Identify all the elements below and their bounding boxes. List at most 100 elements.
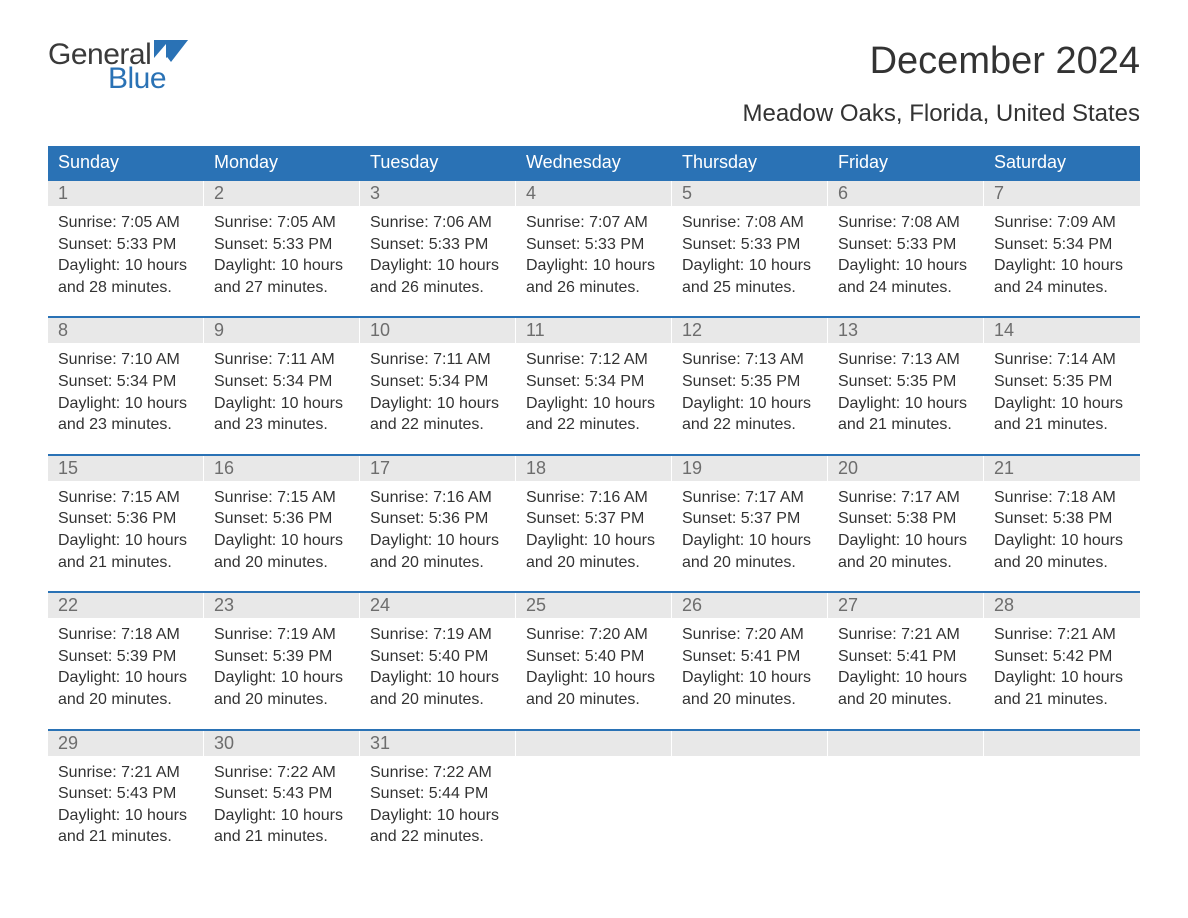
daylight-line-1: Daylight: 10 hours [58,530,194,552]
day-body: Sunrise: 7:15 AMSunset: 5:36 PMDaylight:… [204,481,360,577]
day-body: Sunrise: 7:05 AMSunset: 5:33 PMDaylight:… [204,206,360,302]
calendar-week: 22Sunrise: 7:18 AMSunset: 5:39 PMDayligh… [48,591,1140,714]
daylight-line-1: Daylight: 10 hours [838,255,974,277]
calendar-day-cell [516,731,672,852]
sunrise-line: Sunrise: 7:20 AM [526,624,662,646]
day-number: 15 [48,456,204,481]
daylight-line-2: and 20 minutes. [526,689,662,711]
day-number: 11 [516,318,672,343]
calendar-day-cell: 7Sunrise: 7:09 AMSunset: 5:34 PMDaylight… [984,181,1140,302]
daylight-line-1: Daylight: 10 hours [526,530,662,552]
day-number: 7 [984,181,1140,206]
day-body: Sunrise: 7:13 AMSunset: 5:35 PMDaylight:… [672,343,828,439]
sunrise-line: Sunrise: 7:19 AM [214,624,350,646]
day-body: Sunrise: 7:22 AMSunset: 5:43 PMDaylight:… [204,756,360,852]
sunset-line: Sunset: 5:34 PM [370,371,506,393]
sunset-line: Sunset: 5:42 PM [994,646,1130,668]
daylight-line-2: and 26 minutes. [526,277,662,299]
calendar-day-cell: 19Sunrise: 7:17 AMSunset: 5:37 PMDayligh… [672,456,828,577]
day-number: 19 [672,456,828,481]
daylight-line-2: and 26 minutes. [370,277,506,299]
sunrise-line: Sunrise: 7:08 AM [838,212,974,234]
calendar-day-cell: 31Sunrise: 7:22 AMSunset: 5:44 PMDayligh… [360,731,516,852]
calendar-day-cell: 13Sunrise: 7:13 AMSunset: 5:35 PMDayligh… [828,318,984,439]
daylight-line-2: and 20 minutes. [214,689,350,711]
calendar-day-cell [672,731,828,852]
sunrise-line: Sunrise: 7:10 AM [58,349,194,371]
day-body: Sunrise: 7:21 AMSunset: 5:43 PMDaylight:… [48,756,204,852]
calendar-day-cell: 26Sunrise: 7:20 AMSunset: 5:41 PMDayligh… [672,593,828,714]
daylight-line-2: and 23 minutes. [214,414,350,436]
day-body: Sunrise: 7:20 AMSunset: 5:40 PMDaylight:… [516,618,672,714]
sunset-line: Sunset: 5:35 PM [994,371,1130,393]
day-body: Sunrise: 7:19 AMSunset: 5:40 PMDaylight:… [360,618,516,714]
sunset-line: Sunset: 5:43 PM [58,783,194,805]
sunset-line: Sunset: 5:35 PM [838,371,974,393]
sunset-line: Sunset: 5:36 PM [214,508,350,530]
sunset-line: Sunset: 5:38 PM [838,508,974,530]
daylight-line-2: and 20 minutes. [838,689,974,711]
daylight-line-1: Daylight: 10 hours [838,667,974,689]
sunrise-line: Sunrise: 7:18 AM [58,624,194,646]
calendar-header-cell: Thursday [672,146,828,179]
sunset-line: Sunset: 5:44 PM [370,783,506,805]
logo-blue-text: Blue [108,64,188,94]
sunrise-line: Sunrise: 7:07 AM [526,212,662,234]
daylight-line-1: Daylight: 10 hours [58,805,194,827]
sunset-line: Sunset: 5:38 PM [994,508,1130,530]
sunset-line: Sunset: 5:41 PM [682,646,818,668]
daylight-line-2: and 21 minutes. [58,552,194,574]
daylight-line-1: Daylight: 10 hours [370,393,506,415]
sunset-line: Sunset: 5:40 PM [370,646,506,668]
calendar-header-cell: Tuesday [360,146,516,179]
calendar-header-cell: Monday [204,146,360,179]
daylight-line-1: Daylight: 10 hours [214,667,350,689]
sunrise-line: Sunrise: 7:19 AM [370,624,506,646]
sunset-line: Sunset: 5:39 PM [214,646,350,668]
daylight-line-2: and 20 minutes. [994,552,1130,574]
daylight-line-1: Daylight: 10 hours [214,393,350,415]
sunset-line: Sunset: 5:33 PM [682,234,818,256]
day-body: Sunrise: 7:08 AMSunset: 5:33 PMDaylight:… [672,206,828,302]
daylight-line-2: and 21 minutes. [994,414,1130,436]
day-number: 5 [672,181,828,206]
day-body [516,756,672,766]
calendar-day-cell: 12Sunrise: 7:13 AMSunset: 5:35 PMDayligh… [672,318,828,439]
day-number: 28 [984,593,1140,618]
day-number: 9 [204,318,360,343]
calendar-day-cell: 14Sunrise: 7:14 AMSunset: 5:35 PMDayligh… [984,318,1140,439]
sunrise-line: Sunrise: 7:18 AM [994,487,1130,509]
calendar-header-row: SundayMondayTuesdayWednesdayThursdayFrid… [48,146,1140,179]
daylight-line-2: and 20 minutes. [58,689,194,711]
day-number: 18 [516,456,672,481]
sunset-line: Sunset: 5:41 PM [838,646,974,668]
sunrise-line: Sunrise: 7:05 AM [58,212,194,234]
daylight-line-1: Daylight: 10 hours [214,530,350,552]
day-number: 25 [516,593,672,618]
sunrise-line: Sunrise: 7:20 AM [682,624,818,646]
calendar-day-cell [984,731,1140,852]
page-title: December 2024 [870,40,1140,83]
day-body: Sunrise: 7:21 AMSunset: 5:41 PMDaylight:… [828,618,984,714]
day-body: Sunrise: 7:19 AMSunset: 5:39 PMDaylight:… [204,618,360,714]
sunset-line: Sunset: 5:39 PM [58,646,194,668]
daylight-line-1: Daylight: 10 hours [58,393,194,415]
daylight-line-2: and 20 minutes. [682,689,818,711]
day-body: Sunrise: 7:07 AMSunset: 5:33 PMDaylight:… [516,206,672,302]
daylight-line-2: and 28 minutes. [58,277,194,299]
day-body: Sunrise: 7:06 AMSunset: 5:33 PMDaylight:… [360,206,516,302]
sunrise-line: Sunrise: 7:17 AM [838,487,974,509]
day-body: Sunrise: 7:13 AMSunset: 5:35 PMDaylight:… [828,343,984,439]
sunset-line: Sunset: 5:33 PM [58,234,194,256]
sunrise-line: Sunrise: 7:11 AM [214,349,350,371]
sunrise-line: Sunrise: 7:14 AM [994,349,1130,371]
calendar-day-cell: 21Sunrise: 7:18 AMSunset: 5:38 PMDayligh… [984,456,1140,577]
daylight-line-1: Daylight: 10 hours [994,530,1130,552]
day-number: 13 [828,318,984,343]
day-body: Sunrise: 7:17 AMSunset: 5:37 PMDaylight:… [672,481,828,577]
daylight-line-1: Daylight: 10 hours [214,255,350,277]
daylight-line-1: Daylight: 10 hours [370,667,506,689]
calendar-day-cell: 18Sunrise: 7:16 AMSunset: 5:37 PMDayligh… [516,456,672,577]
day-number: 16 [204,456,360,481]
calendar-day-cell: 30Sunrise: 7:22 AMSunset: 5:43 PMDayligh… [204,731,360,852]
